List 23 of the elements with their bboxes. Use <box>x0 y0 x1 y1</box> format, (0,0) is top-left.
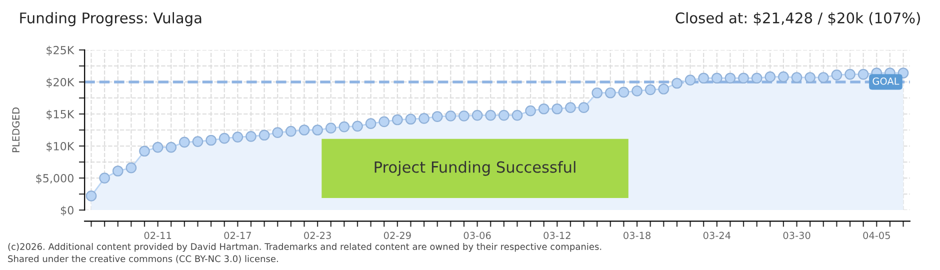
text: (c)2026. Additional content provided by David Hartman. Trademarks and related content are owned by their respective companies. <box>8 243 602 252</box>
annotation: Project Funding Successful <box>374 161 576 176</box>
y-tick-label: $10K <box>46 142 74 152</box>
y-tick-label: $5,000 <box>36 174 74 184</box>
y-tick-label: $20K <box>46 78 74 88</box>
x-tick-label: 04-05 <box>863 232 890 240</box>
x-tick-label: 03-06 <box>464 232 491 240</box>
x-tick-label: 02-29 <box>384 232 411 240</box>
y-tick-label: $0 <box>60 206 74 216</box>
x-tick-label: 02-11 <box>144 232 172 240</box>
x-tick-label: 03-30 <box>783 232 810 240</box>
text: Shared under the creative commons (CC BY-NC 3.0) license. <box>8 255 278 264</box>
y-tick-label: $25K <box>46 46 74 56</box>
y-tick-label: $15K <box>46 110 74 120</box>
x-tick-label: 03-18 <box>624 232 650 240</box>
x-tick-label: 02-17 <box>224 232 251 240</box>
chart-subtitle: Closed at: $21,428 / $20k (107%) <box>676 12 920 26</box>
x-tick-label: 03-24 <box>703 232 730 240</box>
x-tick-label: 03-12 <box>544 232 570 240</box>
ref-line-label: GOAL <box>872 77 900 85</box>
x-tick-label: 02-23 <box>304 232 331 240</box>
y-axis-title: PLEDGED <box>12 108 20 152</box>
chart-title: Funding Progress: Vulaga <box>20 12 202 26</box>
